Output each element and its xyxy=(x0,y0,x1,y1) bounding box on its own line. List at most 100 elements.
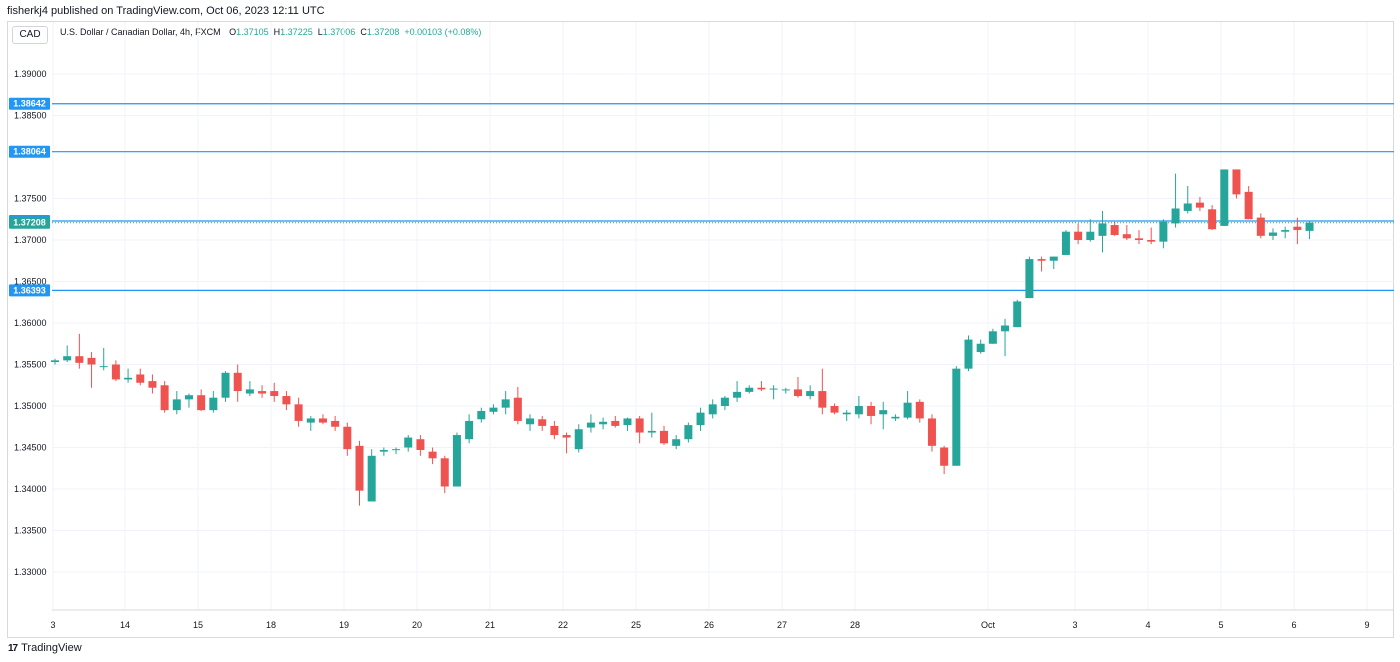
low-value: 1.37006 xyxy=(322,27,356,37)
candle-body xyxy=(964,339,973,369)
candle-body xyxy=(550,425,559,436)
candle-body xyxy=(781,389,790,391)
candle-body xyxy=(1061,231,1070,255)
candle-body xyxy=(501,399,510,408)
candle-body xyxy=(647,430,656,433)
candle-body xyxy=(927,418,936,446)
candle-body xyxy=(184,395,193,400)
candle-body xyxy=(1171,208,1180,224)
candle-body xyxy=(172,399,181,411)
candle-body xyxy=(331,420,340,427)
candle-body xyxy=(1244,191,1253,220)
open-value: 1.37105 xyxy=(236,27,269,37)
time-tick-label: 3 xyxy=(50,620,55,630)
time-tick-label: 20 xyxy=(412,620,422,630)
candle-body xyxy=(1305,222,1314,231)
candle-body xyxy=(440,458,449,487)
change-value: +0.00103 (+0.08%) xyxy=(404,27,482,37)
grid-lines xyxy=(52,22,1394,610)
candle-body xyxy=(708,404,717,415)
candle-body xyxy=(197,395,206,411)
candle-body xyxy=(599,421,608,425)
low-label: L xyxy=(317,27,323,37)
candle-body xyxy=(903,402,912,418)
candle-body xyxy=(623,418,632,426)
candle-body xyxy=(854,406,863,415)
candle-body xyxy=(1147,240,1156,242)
candle-body xyxy=(684,425,693,440)
candle-body xyxy=(793,389,802,397)
candle-body xyxy=(1195,202,1204,208)
price-axis[interactable]: 1.39000 1.38500 1.37500 1.37000 1.36500 1.360… xyxy=(9,69,50,577)
footer-brand: 17 TradingView xyxy=(8,642,82,654)
time-axis[interactable]: 3 14 15 18 19 20 21 22 25 26 27 28 Oct 3 4 5 6 9 xyxy=(50,620,1369,630)
candle-body xyxy=(99,366,108,368)
candle-body xyxy=(379,449,388,452)
candle-body xyxy=(1025,259,1034,299)
candle-body xyxy=(1074,231,1083,240)
price-tick-label: 1.37500 xyxy=(14,194,47,204)
candle-body xyxy=(63,356,72,361)
candle-body xyxy=(1013,301,1022,328)
candle-body xyxy=(586,422,595,428)
candle-body xyxy=(136,374,145,383)
level-price-tag xyxy=(9,145,50,158)
horizontal-levels[interactable] xyxy=(52,103,1394,291)
candle-body xyxy=(1001,325,1010,332)
candle-body xyxy=(879,410,888,415)
candle-body xyxy=(111,364,120,380)
publish-info: fisherkj4 published on TradingView.com, … xyxy=(7,5,325,17)
candle-body xyxy=(258,391,267,394)
price-tick-label: 1.37000 xyxy=(14,235,47,245)
level-price-label: 1.36393 xyxy=(13,285,46,295)
time-tick-label: 6 xyxy=(1291,620,1296,630)
candle-body xyxy=(733,391,742,398)
candle-body xyxy=(1110,225,1119,236)
level-price-label: 1.38064 xyxy=(13,147,46,157)
candle-body xyxy=(428,451,437,459)
candle-body xyxy=(1098,223,1107,236)
candle-body xyxy=(1220,169,1229,226)
price-tick-label: 1.38500 xyxy=(14,111,47,121)
candle-body xyxy=(574,429,583,450)
close-label: C xyxy=(360,27,367,37)
time-tick-label: 14 xyxy=(120,620,130,630)
candle-body xyxy=(404,437,413,448)
candle-body xyxy=(513,397,522,421)
chart-frame xyxy=(7,21,1394,638)
candle-body xyxy=(416,439,425,450)
symbol-legend: U.S. Dollar / Canadian Dollar, 4h, FXCM … xyxy=(60,27,481,37)
candle-body xyxy=(1208,209,1217,230)
candle-body xyxy=(867,406,876,416)
candle-body xyxy=(124,377,133,380)
candle-body xyxy=(1086,231,1095,240)
high-value: 1.37225 xyxy=(280,27,313,37)
candle-body xyxy=(562,435,571,438)
candle-body xyxy=(940,447,949,466)
candle-body xyxy=(757,387,766,390)
candle-body xyxy=(1159,221,1168,242)
candle-body xyxy=(660,430,668,444)
candle-body xyxy=(526,418,535,425)
currency-button[interactable]: CAD xyxy=(12,26,48,44)
tradingview-brand-text: TradingView xyxy=(21,642,82,654)
candle-body xyxy=(75,356,84,363)
candle-body xyxy=(830,406,839,413)
candle-body xyxy=(635,418,644,433)
candle-body xyxy=(696,412,705,426)
candle-body xyxy=(343,426,352,450)
candle-body xyxy=(233,372,242,392)
price-tick-label: 1.39000 xyxy=(14,69,47,79)
time-tick-label: 4 xyxy=(1145,620,1150,630)
candle-body xyxy=(976,343,985,353)
candle-body xyxy=(988,331,997,344)
price-tick-label: 1.34000 xyxy=(14,484,47,494)
candle-body xyxy=(1122,234,1131,239)
candle-body xyxy=(1293,226,1302,231)
candle-body xyxy=(87,357,96,365)
price-tick-label: 1.33000 xyxy=(14,567,47,577)
time-tick-label: 19 xyxy=(339,620,349,630)
candle-body xyxy=(1232,169,1241,195)
candle-body xyxy=(209,397,218,411)
